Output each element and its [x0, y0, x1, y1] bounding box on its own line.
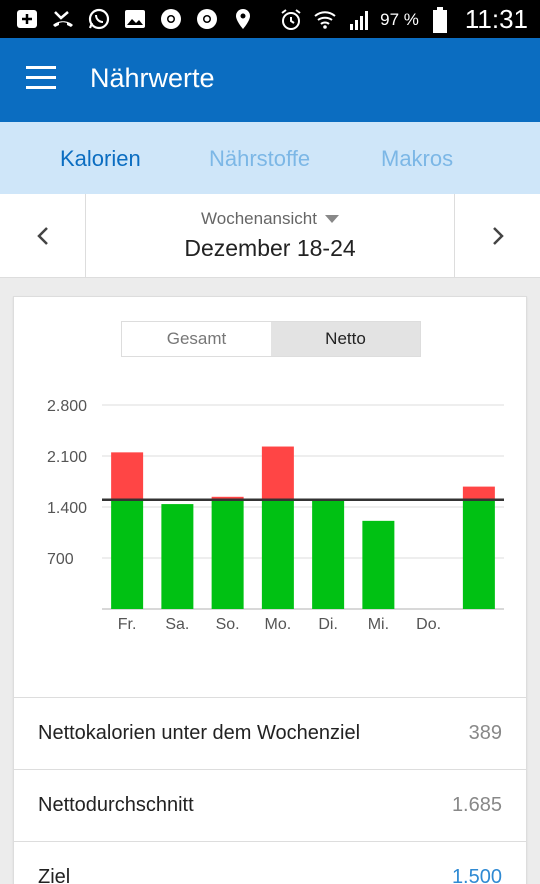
- x-tick-label: Mo.: [265, 616, 292, 633]
- total-net-toggle: Gesamt Netto: [121, 321, 421, 357]
- next-week-button[interactable]: [454, 194, 540, 278]
- bar-over-goal: [211, 496, 244, 500]
- bar-under-goal: [111, 499, 144, 609]
- y-tick-label: 2.800: [47, 398, 87, 415]
- alarm-icon: [278, 7, 304, 33]
- x-tick-label: Fr.: [118, 616, 137, 633]
- status-bar: 97 % 11:31: [0, 0, 540, 38]
- tab-bar: Kalorien Nährstoffe Makros: [0, 122, 540, 194]
- week-range: Dezember 18-24: [184, 235, 356, 261]
- bar-under-goal: [211, 499, 244, 609]
- menu-icon[interactable]: [26, 66, 56, 92]
- chevron-left-icon: [36, 227, 48, 245]
- notification-icons: [14, 6, 256, 32]
- missed-call-icon: [50, 6, 76, 32]
- x-tick-label: Do.: [416, 616, 441, 633]
- dropdown-arrow-icon: [324, 215, 339, 223]
- x-tick-label: So.: [216, 616, 240, 633]
- goal-link[interactable]: 1.500: [451, 866, 502, 884]
- y-tick-label: 700: [47, 551, 74, 568]
- toggle-netto[interactable]: Netto: [271, 322, 420, 356]
- add-box-icon: [14, 6, 40, 32]
- page-title: Nährwerte: [90, 63, 215, 93]
- summary-value: 1.685: [451, 794, 502, 816]
- summary-label: Ziel: [38, 866, 71, 884]
- x-tick-label: Di.: [318, 616, 338, 633]
- summary-list: Nettokalorien unter dem Wochenziel 389 N…: [14, 697, 526, 884]
- chrome-icon: [158, 6, 184, 32]
- summary-row-under-goal: Nettokalorien unter dem Wochenziel 389: [14, 697, 526, 769]
- x-tick-label: Mi.: [368, 616, 389, 633]
- summary-row-goal[interactable]: Ziel 1.500: [14, 841, 526, 884]
- bar-under-goal: [161, 504, 194, 609]
- bar-under-goal: [462, 499, 495, 609]
- summary-value: 389: [468, 722, 502, 744]
- tab-kalorien[interactable]: Kalorien: [60, 146, 141, 171]
- signal-icon: [346, 7, 372, 33]
- chevron-right-icon: [492, 227, 504, 245]
- tab-naehrstoffe[interactable]: Nährstoffe: [209, 146, 311, 171]
- whatsapp-icon: [86, 6, 112, 32]
- week-navigator: Wochenansicht Dezember 18-24: [0, 194, 540, 278]
- x-tick-label: Sa.: [165, 616, 189, 633]
- battery-percent: 97 %: [380, 9, 419, 29]
- summary-label: Nettodurchschnitt: [38, 794, 194, 816]
- wifi-icon: [312, 7, 338, 33]
- location-icon: [230, 6, 256, 32]
- calories-chart: 2.800 2.100 1.400 700 Fr. Sa. So. Mo. Di. Mi. Do.: [47, 398, 504, 633]
- app-bar: Nährwerte: [0, 38, 540, 122]
- y-tick-label: 2.100: [47, 449, 87, 466]
- calories-card: Gesamt Netto 2.800 2.100 1.400 700 Fr. Sa. So.…: [13, 296, 527, 884]
- bar-over-goal: [261, 446, 294, 500]
- summary-row-net-average: Nettodurchschnitt 1.685: [14, 769, 526, 841]
- toggle-gesamt[interactable]: Gesamt: [166, 329, 227, 348]
- bar-under-goal: [362, 520, 395, 609]
- clock: 11:31: [464, 4, 528, 34]
- previous-week-button[interactable]: [0, 194, 86, 278]
- battery-icon: [427, 6, 453, 33]
- tab-makros[interactable]: Makros: [381, 146, 454, 171]
- bar-under-goal: [261, 499, 294, 609]
- bar-over-goal: [111, 452, 144, 500]
- bar-under-goal: [312, 499, 345, 609]
- image-icon: [122, 6, 148, 32]
- week-view-label: Wochenansicht: [201, 209, 317, 228]
- system-icons: 97 % 11:31: [278, 4, 528, 35]
- y-tick-label: 1.400: [47, 500, 87, 517]
- week-selector[interactable]: Wochenansicht Dezember 18-24: [86, 194, 454, 278]
- bar-over-goal: [462, 486, 495, 500]
- chrome-icon: [194, 6, 220, 32]
- summary-label: Nettokalorien unter dem Wochenziel: [38, 722, 361, 744]
